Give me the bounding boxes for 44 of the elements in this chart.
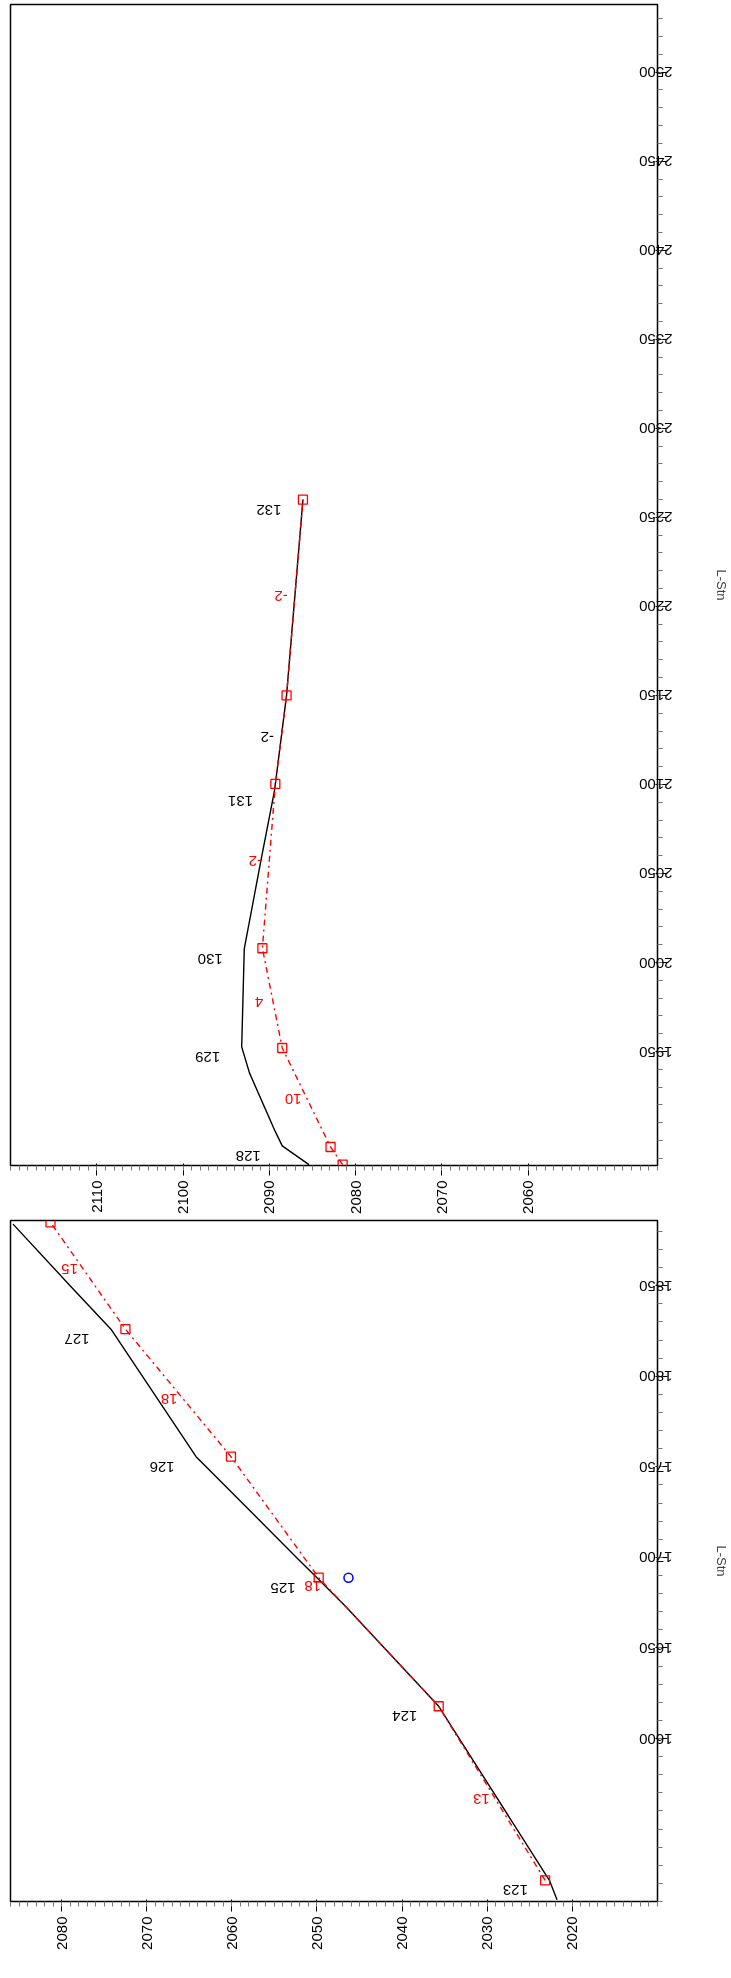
y-tick-label: 1650 — [639, 1639, 673, 1657]
annotation: -2 — [260, 729, 275, 747]
x-tick-label: 2070 — [137, 1916, 155, 1950]
x-tick-label: 2100 — [174, 1180, 192, 1214]
y-tick-label: 2450 — [639, 153, 673, 171]
annotation: 124 — [392, 1708, 418, 1726]
annotation: 131 — [227, 792, 253, 810]
annotation: 18 — [304, 1578, 322, 1596]
x-tick-label: 2110 — [87, 1180, 105, 1213]
annotation: 125 — [270, 1579, 296, 1597]
y-axis-title: L-Stn — [713, 569, 729, 601]
annotation: 13 — [473, 1790, 490, 1808]
y-tick-label: 2250 — [639, 509, 673, 527]
x-tick-label: 2040 — [393, 1916, 411, 1950]
x-tick-label: 2090 — [260, 1180, 278, 1214]
annotation: 129 — [195, 1048, 221, 1066]
y-tick-label: 2150 — [639, 687, 673, 705]
annotation: 15 — [61, 1261, 78, 1279]
x-tick-label: 2080 — [346, 1180, 364, 1214]
y-tick-label: 2400 — [639, 242, 673, 260]
y-tick-label: 1700 — [639, 1549, 673, 1567]
annotation: 126 — [149, 1458, 175, 1476]
y-tick-label: 2200 — [639, 598, 673, 616]
annotation: 4 — [255, 994, 264, 1012]
annotation: 10 — [284, 1090, 302, 1108]
x-tick-label: 2080 — [52, 1916, 70, 1950]
x-tick-label: 2050 — [307, 1916, 325, 1950]
x-tick-label: 2060 — [222, 1916, 240, 1950]
annotation: -2 — [248, 853, 262, 871]
y-tick-label: 2100 — [639, 776, 673, 794]
x-tick-label: 2060 — [519, 1180, 537, 1214]
x-tick-label: 2030 — [478, 1916, 496, 1950]
y-tick-label: 1750 — [639, 1458, 673, 1476]
annotation: 18 — [160, 1390, 178, 1408]
annotation: 123 — [502, 1882, 528, 1900]
annotation: 128 — [235, 1147, 261, 1165]
annotation: 127 — [64, 1331, 90, 1349]
y-tick-label: 1600 — [639, 1730, 673, 1748]
y-axis-title: L-Stn — [713, 1545, 729, 1577]
x-tick-label: 2020 — [563, 1916, 581, 1950]
annotation: 132 — [256, 501, 282, 519]
x-tick-label: 2070 — [432, 1180, 450, 1214]
annotation: -2 — [274, 588, 288, 606]
annotation: 130 — [197, 950, 223, 968]
